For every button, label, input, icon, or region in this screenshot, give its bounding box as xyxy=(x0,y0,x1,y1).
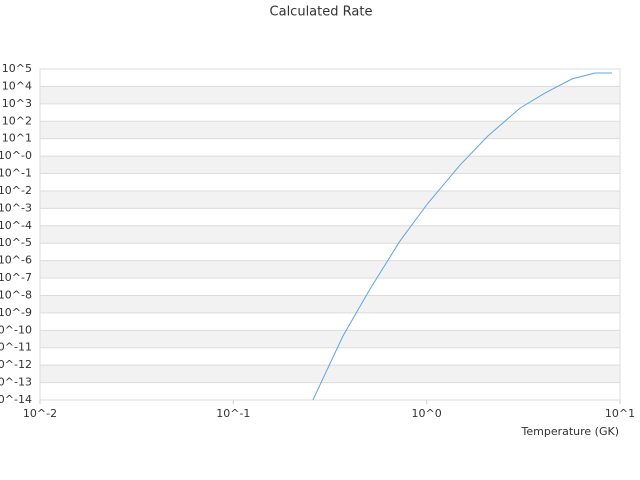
grid-band xyxy=(40,260,620,279)
x-tick-label: 10^1 xyxy=(605,407,635,420)
y-tick-label: 10^5 xyxy=(2,62,32,75)
x-tick-label: 10^-1 xyxy=(216,407,250,420)
y-tick-label: 10^-6 xyxy=(0,254,32,267)
data-line xyxy=(312,72,613,400)
grid-band xyxy=(40,295,620,313)
y-tick-label: 10^-10 xyxy=(0,323,32,336)
y-tick-label: 10^-12 xyxy=(0,358,32,371)
x-tick-label: 10^0 xyxy=(412,407,442,420)
chart-title: Calculated Rate xyxy=(270,5,373,20)
y-tick-label: 10^-11 xyxy=(0,341,32,354)
y-tick-label: 10^2 xyxy=(2,114,32,127)
y-tick-label: 10^-0 xyxy=(0,149,32,162)
y-tick-label: 10^-13 xyxy=(0,376,32,389)
grid-band xyxy=(40,121,620,139)
y-tick-label: 10^3 xyxy=(2,97,32,110)
y-tick-label: 10^-9 xyxy=(0,306,32,319)
y-tick-label: 10^-1 xyxy=(0,167,32,180)
grid-band xyxy=(40,86,620,104)
y-tick-label: 10^-14 xyxy=(0,393,32,406)
y-tick-label: 10^-4 xyxy=(0,219,32,232)
grid-band xyxy=(40,365,620,383)
plot-frame xyxy=(39,68,621,401)
y-tick-label: 10^4 xyxy=(2,79,32,92)
x-tick-label: 10^-2 xyxy=(23,407,57,420)
y-tick-label: 10^-3 xyxy=(0,201,32,214)
y-tick-label: 10^1 xyxy=(2,132,32,145)
grid-band xyxy=(40,330,620,348)
grid-band xyxy=(40,190,620,209)
y-tick-label: 10^-8 xyxy=(0,288,32,301)
y-tick-label: 10^-7 xyxy=(0,271,32,284)
y-tick-label: 10^-2 xyxy=(0,184,32,197)
grid-band xyxy=(40,225,620,244)
x-axis-label: Temperature (GK) xyxy=(521,425,620,438)
y-tick-label: 10^-5 xyxy=(0,236,32,249)
grid-band xyxy=(40,156,620,174)
